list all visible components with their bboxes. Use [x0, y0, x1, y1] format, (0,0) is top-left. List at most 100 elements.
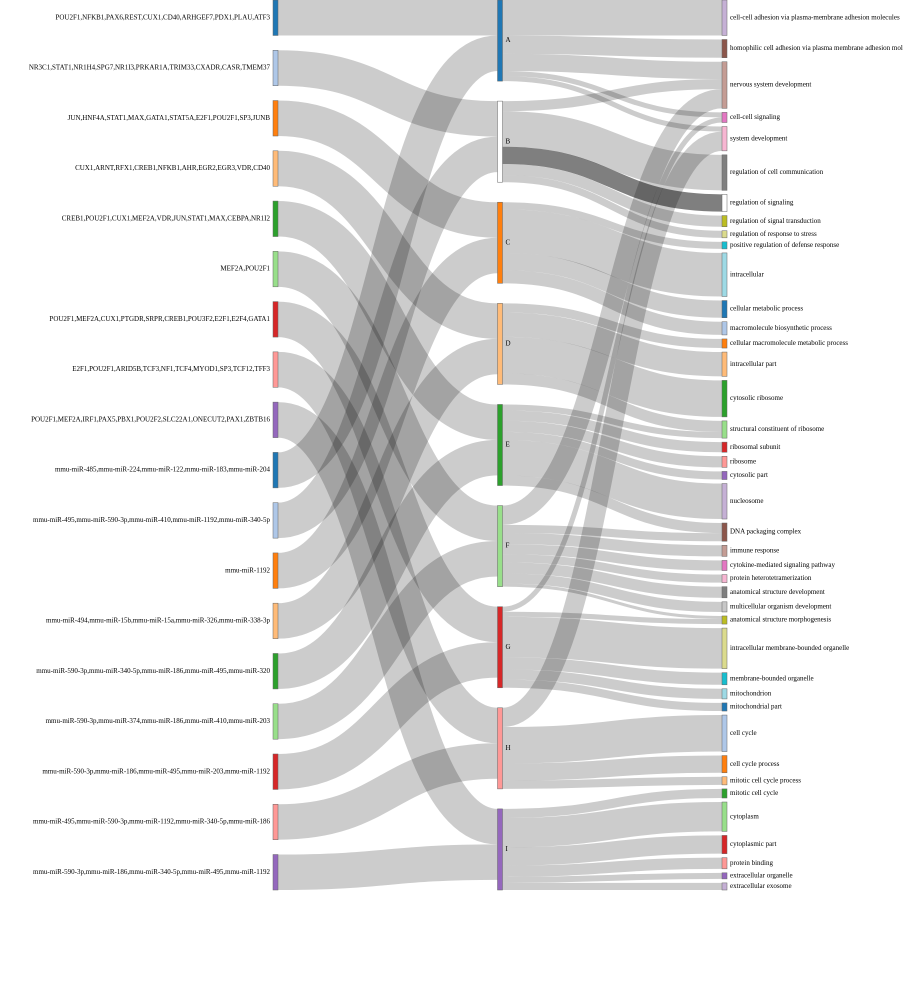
node	[721, 615, 728, 625]
link	[502, 554, 723, 583]
node-label: I	[506, 845, 509, 853]
node-label: cell-cell adhesion via plasma-membrane a…	[730, 13, 900, 21]
node-label: system development	[730, 134, 787, 142]
node-label: homophilic cell adhesion via plasma memb…	[730, 44, 903, 52]
node	[272, 502, 279, 539]
node	[272, 452, 279, 489]
node	[272, 552, 279, 589]
node	[721, 688, 728, 700]
link	[502, 524, 723, 542]
node-label: immune response	[730, 546, 779, 554]
link	[502, 562, 723, 598]
node	[721, 471, 728, 480]
node	[721, 456, 728, 468]
link	[502, 336, 723, 417]
node-label: intracellular membrane-bounded organelle	[730, 644, 849, 652]
link	[275, 136, 500, 539]
node-label: anatomical structure morphogenesis	[730, 616, 831, 624]
node	[272, 602, 279, 639]
node	[721, 835, 728, 854]
node	[721, 601, 728, 613]
link	[276, 201, 499, 440]
node-label: nucleosome	[730, 497, 763, 505]
link	[502, 669, 723, 699]
node	[721, 627, 728, 669]
link	[501, 131, 724, 728]
node-label: mitochondrial part	[730, 703, 782, 711]
link	[502, 117, 723, 612]
node-label: anatomical structure development	[730, 588, 825, 596]
node	[721, 380, 728, 418]
node	[721, 545, 728, 557]
node-label: cell-cell signaling	[730, 113, 780, 121]
link	[502, 802, 723, 848]
node-label: cytokine-mediated signaling pathway	[730, 561, 835, 569]
node	[721, 39, 728, 58]
node	[721, 776, 728, 786]
links	[275, 0, 724, 891]
node-label: JUN,HNF4A,STAT1,MAX,GATA1,STAT5A,E2F1,PO…	[68, 114, 271, 122]
link	[502, 439, 723, 520]
link	[502, 857, 723, 877]
link	[502, 373, 723, 433]
node	[721, 755, 728, 774]
node	[721, 61, 728, 109]
node	[721, 215, 728, 227]
node	[721, 702, 728, 712]
node-label: cellular metabolic process	[730, 305, 803, 313]
node	[721, 714, 728, 752]
link	[502, 544, 723, 571]
link	[276, 439, 499, 689]
node	[272, 0, 279, 36]
link	[502, 776, 723, 789]
link	[502, 573, 723, 612]
node-label: CREB1,POU2F1,CUX1,MEF2A,VDR,JUN,STAT1,MA…	[62, 214, 271, 222]
node	[497, 303, 503, 385]
node-label: MEF2A,POU2F1	[220, 265, 270, 273]
node	[721, 194, 728, 212]
link	[501, 89, 724, 525]
node	[272, 150, 279, 187]
link	[276, 541, 499, 740]
node	[272, 351, 279, 388]
node-label: CUX1,ARNT,RFX1,CREB1,NFKB1,AHR,EGR2,EGR3…	[75, 164, 270, 172]
node-label: DNA packaging complex	[730, 528, 802, 536]
link	[502, 404, 723, 439]
node-label: positive regulation of defense response	[730, 241, 839, 249]
link	[277, 844, 498, 891]
node-label: NR3C1,STAT1,NR1H4,SPG7,NR1I3,PRKAR1A,TRI…	[29, 64, 271, 72]
link	[502, 611, 723, 625]
node	[721, 351, 728, 377]
node-label: C	[506, 238, 511, 246]
link	[502, 146, 723, 212]
node	[272, 753, 279, 790]
node	[721, 420, 728, 439]
node	[272, 200, 279, 237]
node-label: intracellular part	[730, 360, 777, 368]
node-label: mmu-miR-495,mmu-miR-590-3p,mmu-miR-1192,…	[33, 818, 270, 826]
link	[502, 583, 723, 619]
node-label: mmu-miR-590-3p,mmu-miR-186,mmu-miR-495,m…	[42, 767, 270, 775]
link	[275, 351, 500, 744]
node	[272, 251, 279, 288]
link	[277, 100, 499, 238]
node-label: G	[506, 643, 511, 651]
link	[502, 679, 723, 712]
node-label: D	[506, 339, 511, 347]
node	[721, 321, 728, 336]
node	[272, 653, 279, 690]
node	[721, 574, 728, 583]
node	[721, 154, 728, 191]
node	[721, 801, 728, 832]
node-label: cytoplasmic part	[730, 840, 777, 848]
node	[272, 803, 279, 840]
link	[275, 402, 500, 845]
node	[272, 401, 279, 438]
node	[721, 872, 728, 880]
node-label: POU2F1,NFKB1,PAX6,REST,CUX1,CD40,ARHGEF7…	[55, 13, 270, 21]
node	[721, 252, 728, 297]
node-label: E	[506, 441, 510, 449]
link	[502, 270, 723, 335]
